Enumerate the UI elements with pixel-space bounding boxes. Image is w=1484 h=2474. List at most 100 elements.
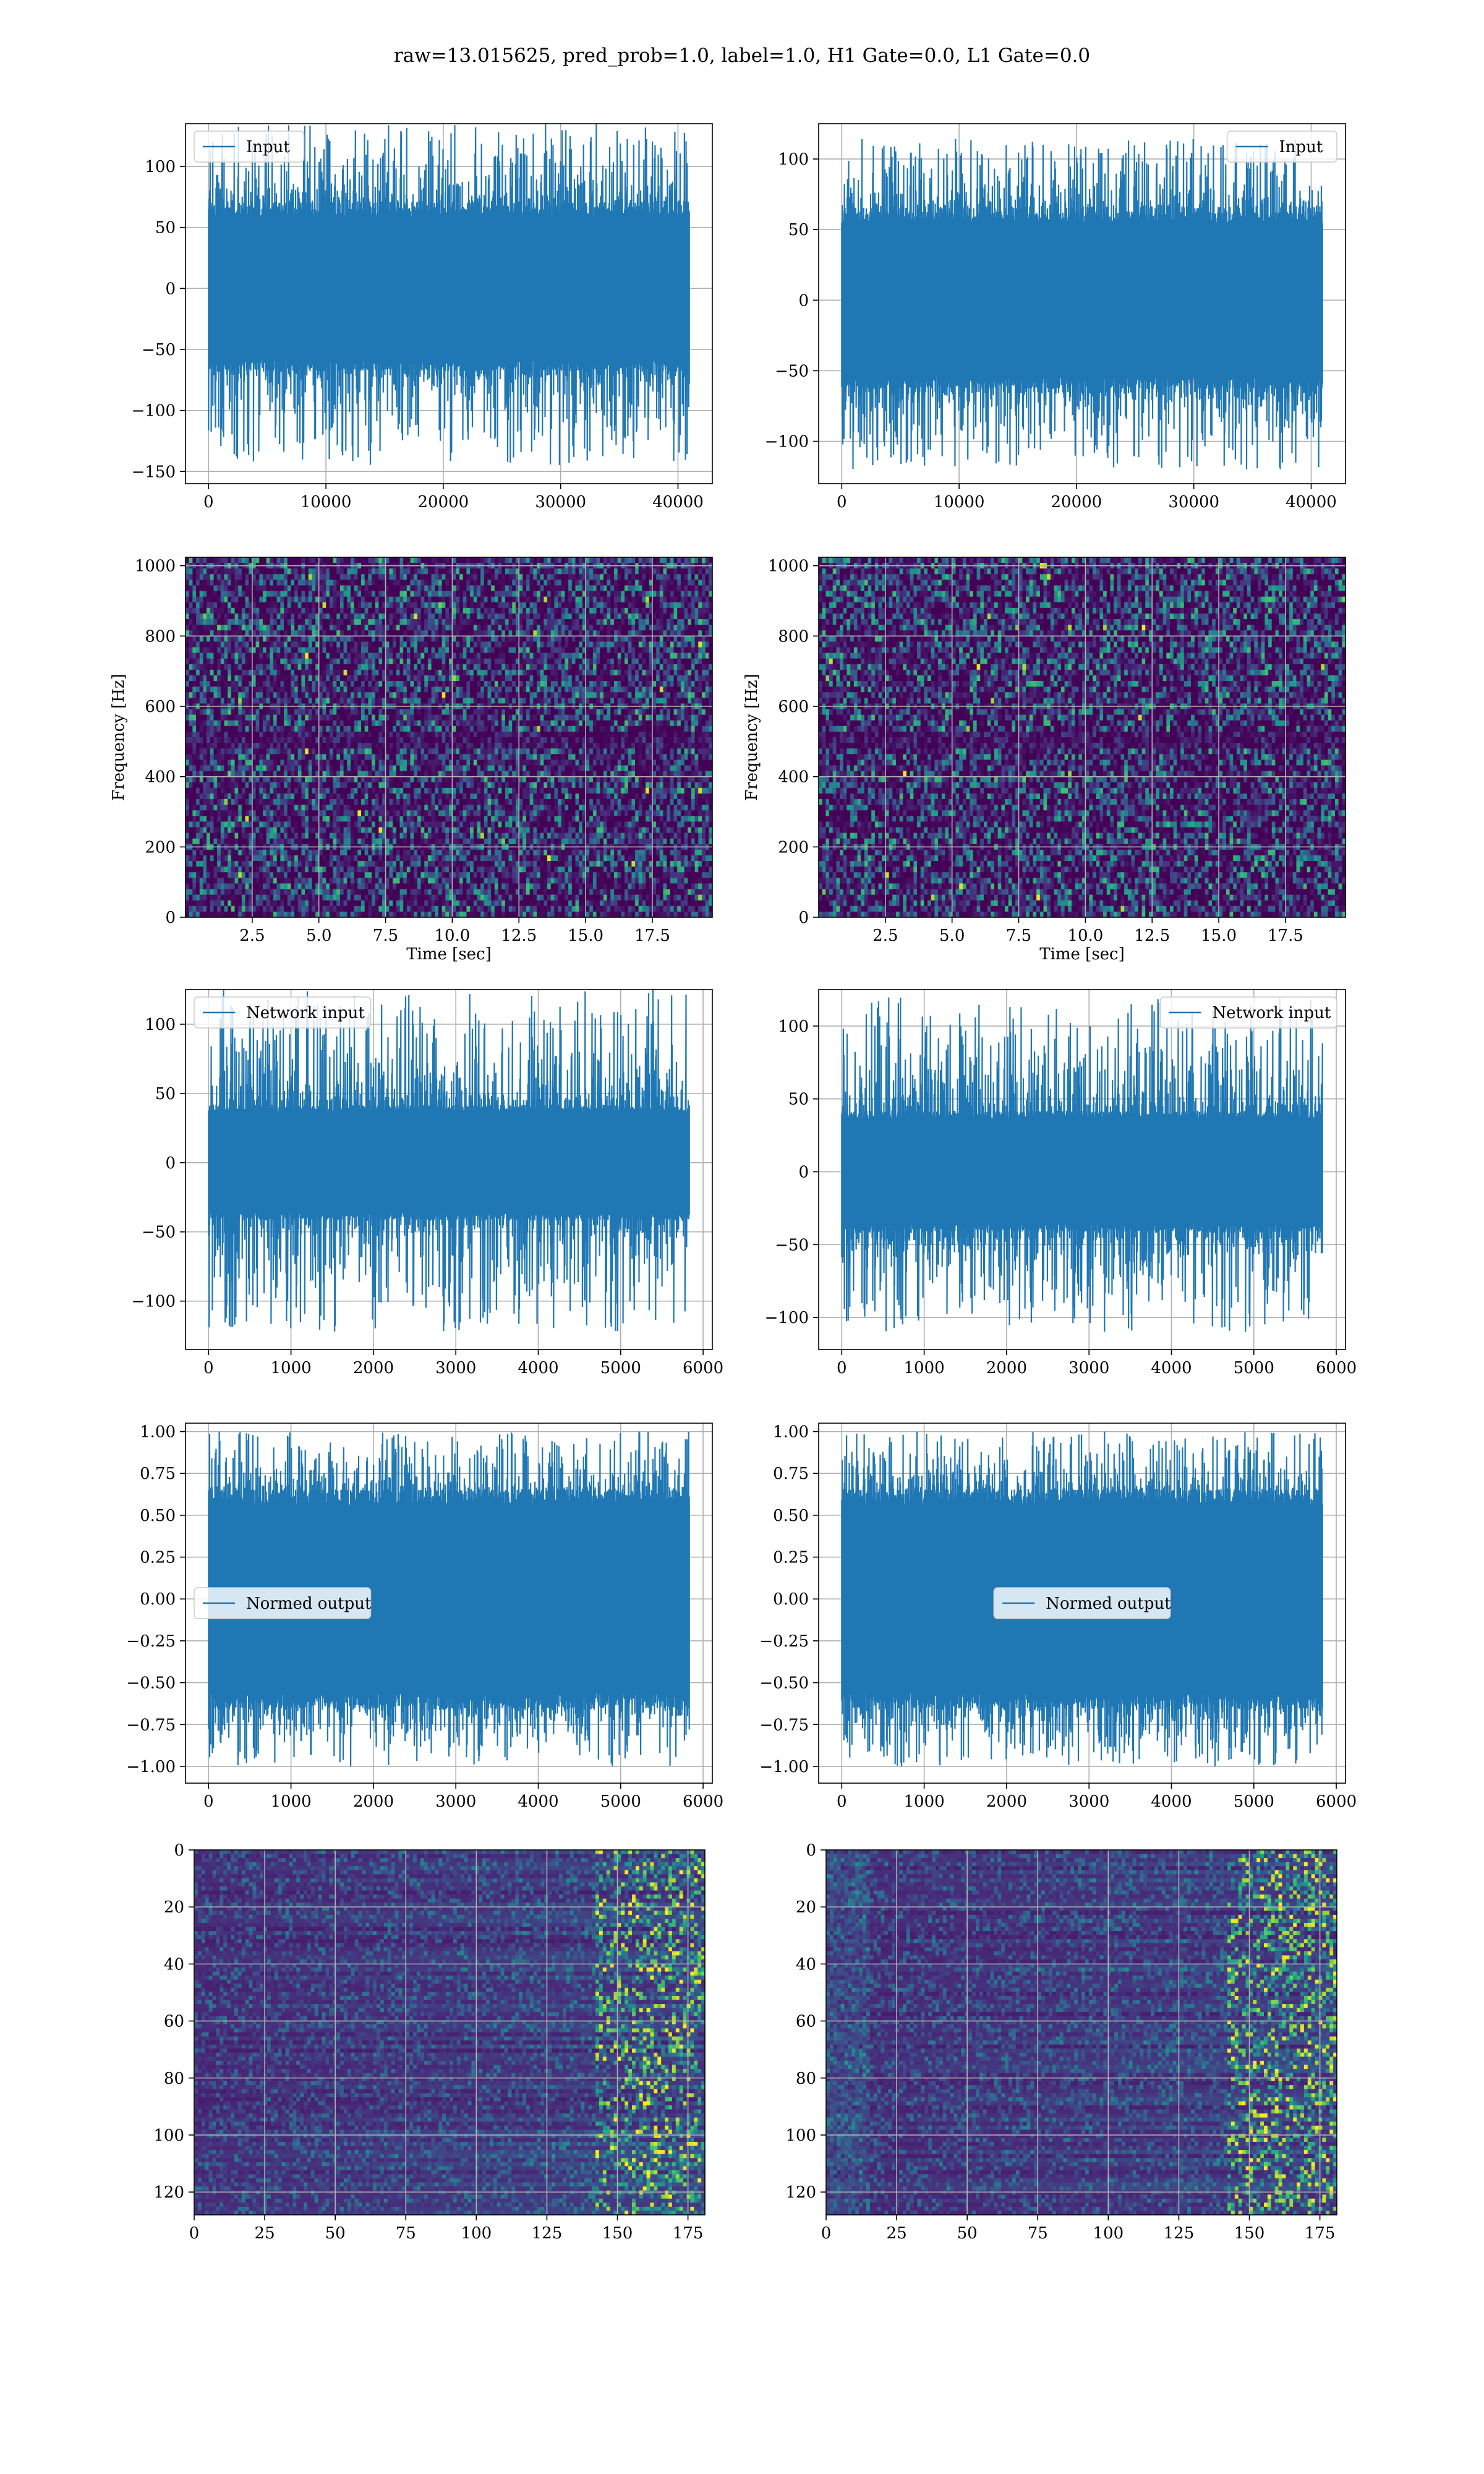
heatmap-cell: [280, 653, 284, 659]
heatmap-cell: [231, 737, 236, 743]
heatmap-cell: [592, 687, 597, 693]
heatmap-cell: [186, 557, 190, 563]
heatmap-cell: [701, 658, 706, 665]
heatmap-cell: [399, 619, 404, 625]
heatmap-cell: [368, 692, 372, 698]
heatmap-cell: [561, 731, 566, 738]
heatmap-cell: [494, 737, 499, 743]
heatmap-cell: [613, 557, 618, 563]
heatmap-cell: [561, 580, 566, 586]
heatmap-cell: [378, 709, 383, 716]
heatmap-cell: [287, 636, 291, 642]
heatmap-cell: [238, 607, 242, 614]
heatmap-cell: [501, 568, 506, 575]
heatmap-cell: [680, 602, 685, 609]
heatmap-cell: [350, 630, 355, 636]
heatmap-cell: [396, 692, 401, 698]
heatmap-cell: [649, 714, 654, 721]
heatmap-cell: [220, 602, 225, 609]
heatmap-cell: [203, 574, 207, 580]
heatmap-cell: [709, 731, 712, 738]
heatmap-cell: [505, 737, 510, 743]
heatmap-cell: [673, 726, 678, 732]
heatmap-cell: [684, 557, 688, 563]
heatmap-cell: [491, 726, 495, 732]
heatmap-cell: [508, 731, 513, 738]
heatmap-cell: [638, 714, 642, 721]
heatmap-cell: [558, 607, 562, 614]
heatmap-cell: [196, 687, 200, 693]
heatmap-cell: [540, 641, 544, 648]
heatmap-cell: [607, 585, 611, 592]
heatmap-cell: [680, 557, 685, 563]
heatmap-cell: [680, 664, 685, 670]
heatmap-cell: [399, 698, 404, 704]
heatmap-cell: [452, 557, 456, 563]
heatmap-cell: [276, 602, 281, 609]
heatmap-cell: [333, 602, 337, 609]
heatmap-cell: [456, 636, 460, 642]
heatmap-cell: [642, 585, 646, 592]
heatmap-cell: [487, 658, 492, 665]
heatmap-cell: [336, 720, 341, 727]
heatmap-cell: [396, 681, 401, 687]
heatmap-cell: [322, 625, 326, 631]
heatmap-cell: [280, 568, 284, 575]
heatmap-cell: [339, 664, 344, 670]
heatmap-cell: [389, 658, 393, 665]
heatmap-cell: [663, 557, 667, 563]
heatmap-cell: [621, 664, 625, 670]
heatmap-cell: [505, 669, 510, 676]
heatmap-cell: [354, 607, 358, 614]
heatmap-cell: [477, 731, 481, 738]
heatmap-cell: [452, 681, 456, 687]
heatmap-cell: [368, 619, 372, 625]
heatmap-cell: [315, 607, 320, 614]
heatmap-cell: [192, 619, 197, 625]
heatmap-cell: [550, 658, 555, 665]
heatmap-cell: [526, 709, 531, 716]
heatmap-cell: [600, 669, 604, 676]
heatmap-cell: [203, 568, 207, 575]
heatmap-cell: [210, 664, 215, 670]
heatmap-cell: [228, 613, 232, 620]
heatmap-cell: [677, 709, 681, 716]
heatmap-cell: [452, 647, 456, 654]
heatmap-cell: [533, 669, 537, 676]
heatmap-cell: [561, 726, 566, 732]
heatmap-cell: [673, 568, 678, 575]
heatmap-cell: [550, 681, 555, 687]
heatmap-cell: [347, 568, 351, 575]
heatmap-cell: [688, 658, 692, 665]
heatmap-cell: [582, 731, 587, 738]
heatmap-cell: [456, 580, 460, 586]
heatmap-cell: [336, 580, 341, 586]
heatmap-cell: [389, 625, 393, 631]
heatmap-cell: [596, 602, 600, 609]
heatmap-cell: [603, 692, 608, 698]
heatmap-cell: [224, 681, 228, 687]
heatmap-cell: [449, 568, 453, 575]
heatmap-cell: [579, 557, 583, 563]
heatmap-cell: [487, 568, 492, 575]
heatmap-cell: [565, 687, 569, 693]
heatmap-cell: [484, 687, 488, 693]
heatmap-cell: [234, 720, 239, 727]
heatmap-cell: [347, 698, 351, 704]
heatmap-cell: [544, 574, 548, 580]
heatmap-cell: [382, 669, 386, 676]
heatmap-cell: [385, 557, 390, 563]
heatmap-cell: [262, 580, 267, 586]
heatmap-cell: [561, 630, 566, 636]
heatmap-cell: [466, 647, 471, 654]
chart-panel-1: 0 10000 20000 30000 40000−150−100−50050100In…: [132, 123, 713, 511]
heatmap-cell: [199, 714, 203, 721]
heatmap-cell: [350, 596, 355, 603]
heatmap-cell: [691, 585, 696, 592]
heatmap-cell: [445, 625, 450, 631]
heatmap-cell: [329, 607, 334, 614]
heatmap-cell: [547, 681, 552, 687]
heatmap-cell: [322, 647, 326, 654]
heatmap-cell: [705, 692, 709, 698]
heatmap-cell: [684, 591, 688, 597]
